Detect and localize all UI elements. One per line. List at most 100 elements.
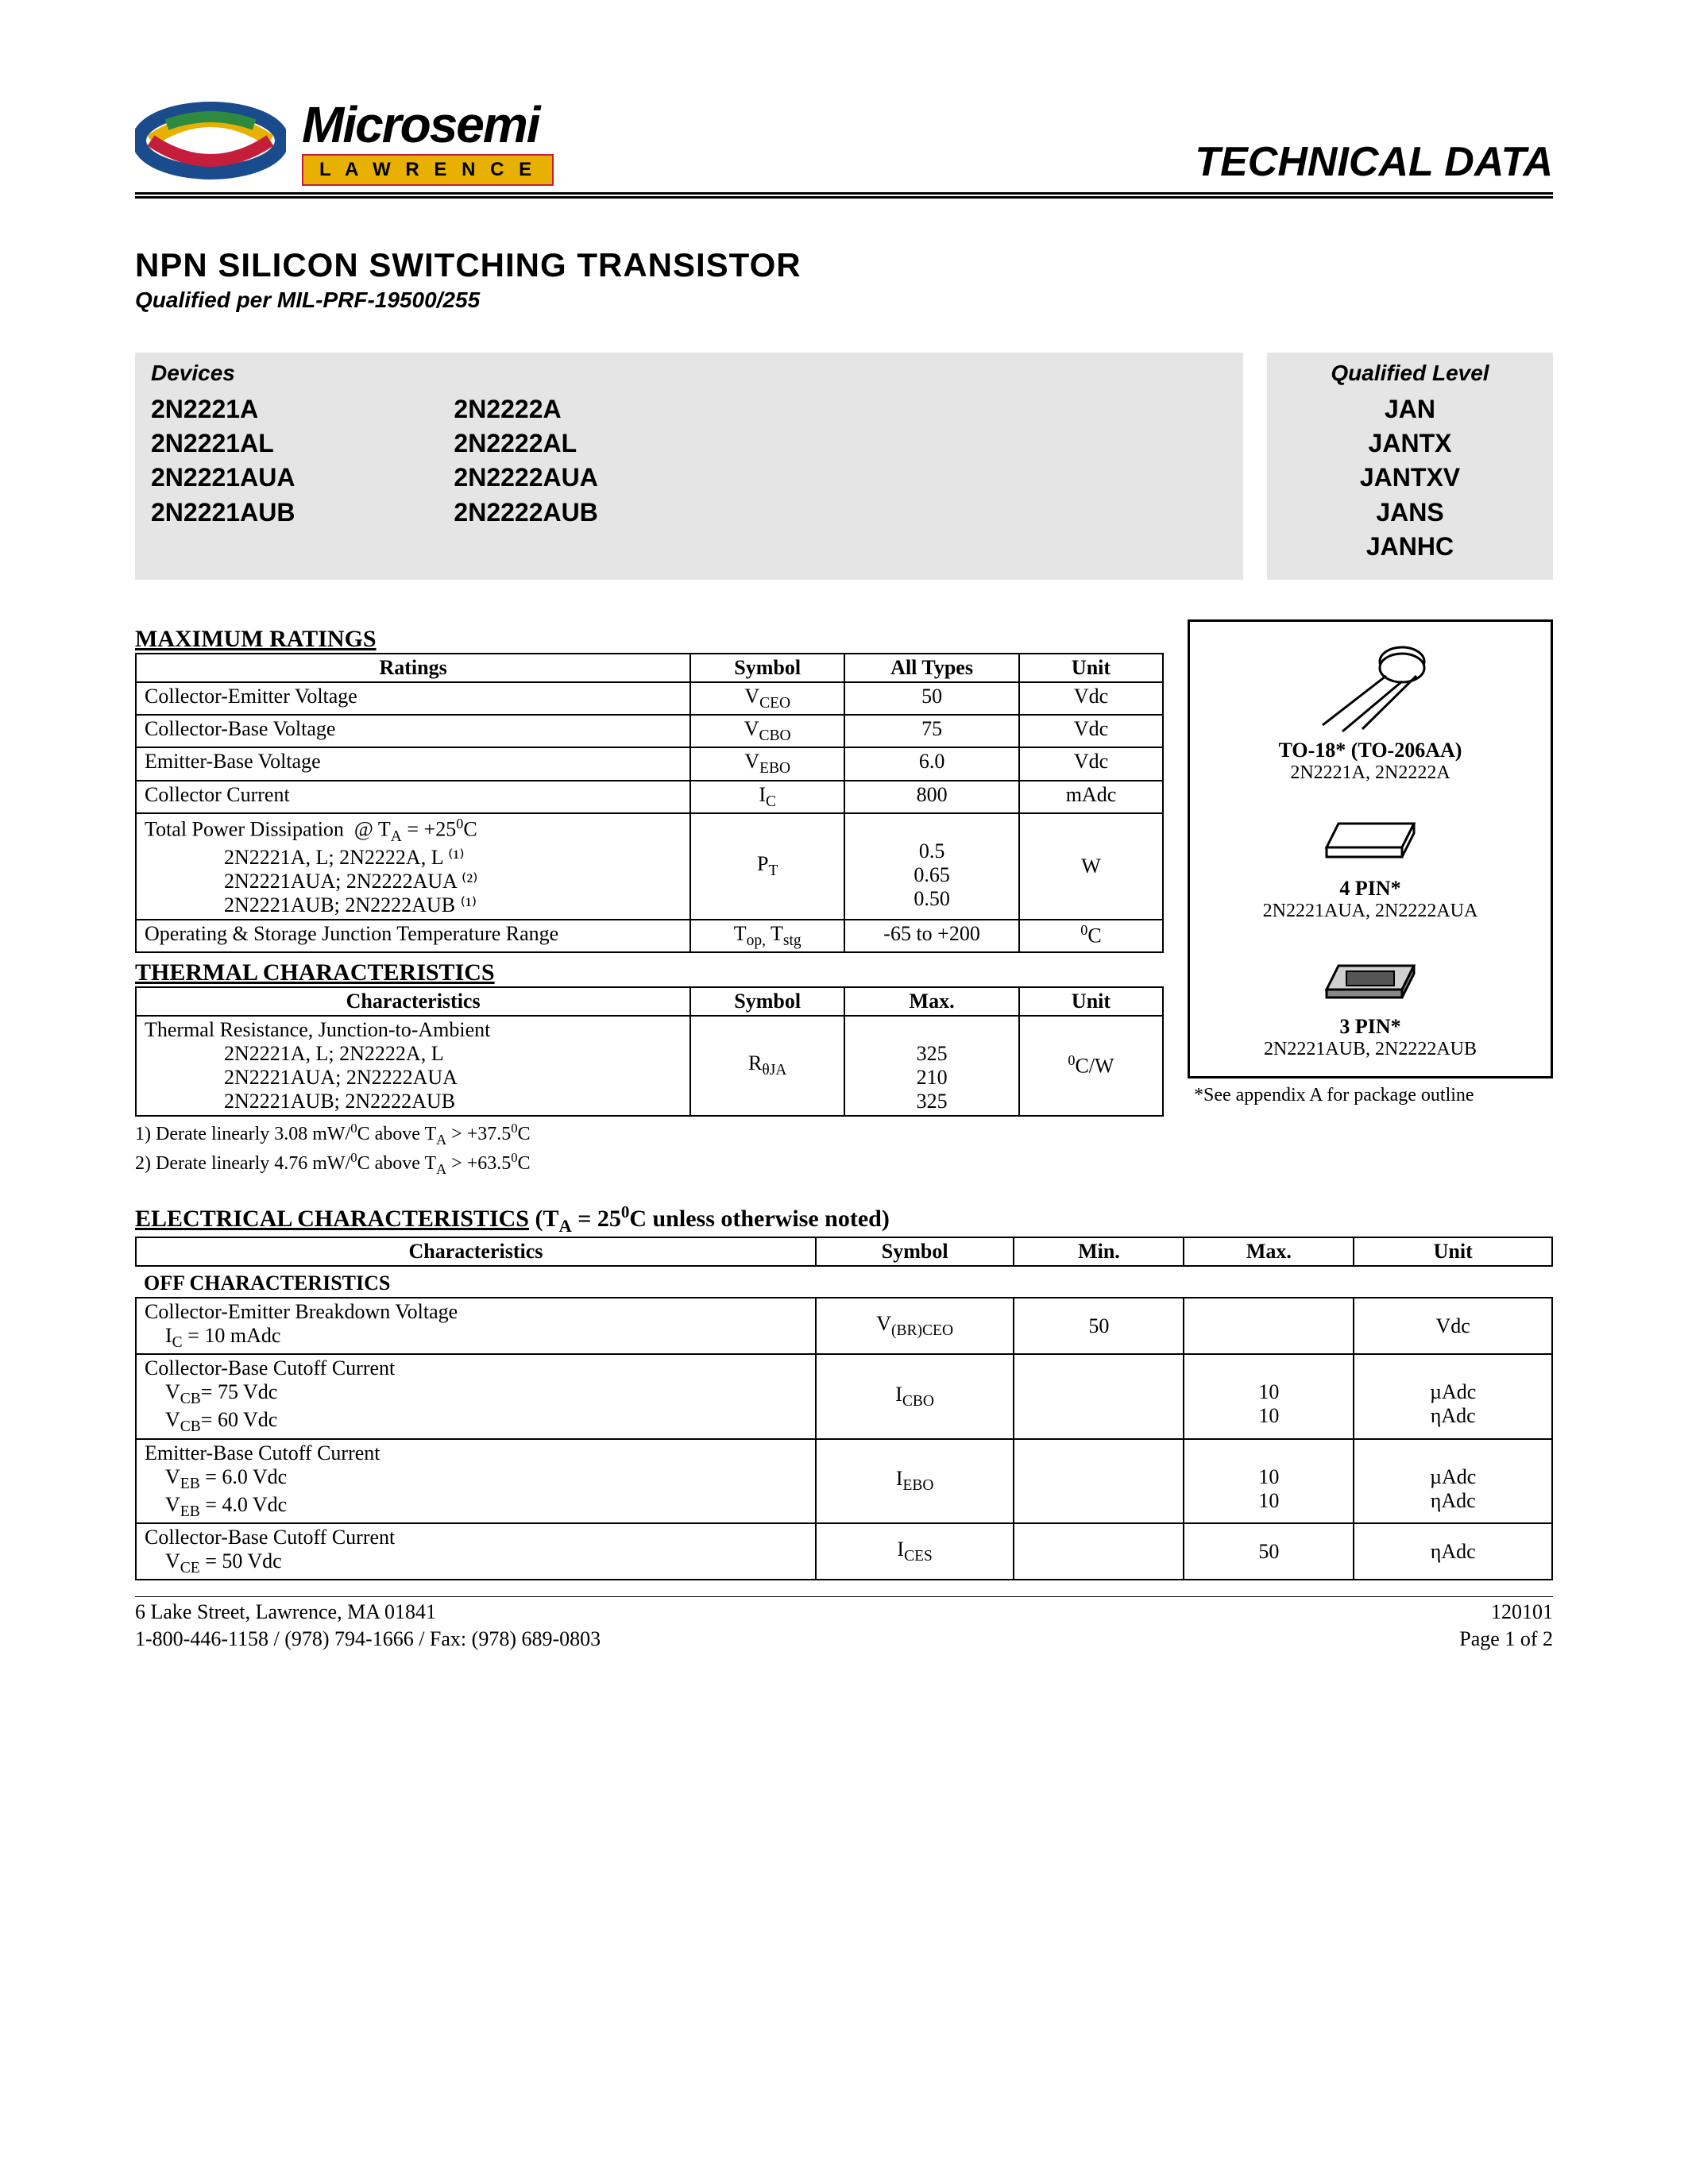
qlevel-item: JAN <box>1291 392 1529 426</box>
cell-line: 325 <box>917 1042 948 1065</box>
cell: Collector Current <box>136 781 690 813</box>
device-item: 2N2221AUA <box>151 461 295 495</box>
cell: VCEO <box>690 682 844 715</box>
footer-right: 120101 Page 1 of 2 <box>1459 1599 1553 1653</box>
qualified-level-box: Qualified Level JAN JANTX JANTXV JANS JA… <box>1267 353 1553 580</box>
cell-line: 0.5 <box>919 839 945 862</box>
table-row: Total Power Dissipation @ TA = +250C 2N2… <box>136 813 1163 920</box>
devices-col1: 2N2221A 2N2221AL 2N2221AUA 2N2221AUB <box>151 392 295 530</box>
cell-line: 325 <box>917 1090 948 1113</box>
cell-line: 210 <box>917 1066 948 1089</box>
cell: µAdcηAdc <box>1354 1354 1552 1438</box>
table-row: Collector-Base Cutoff Current VCE = 50 V… <box>136 1523 1552 1580</box>
cell-line: µAdc <box>1430 1380 1476 1403</box>
package-label: 4 PIN* <box>1198 877 1543 901</box>
cell: 50 <box>1184 1523 1354 1580</box>
header-row: Microsemi L A W R E N C E TECHNICAL DATA <box>135 95 1553 186</box>
max-ratings-heading: MAXIMUM RATINGS <box>135 626 1164 653</box>
cell: Collector-Base Voltage <box>136 715 690 747</box>
th-alltypes: All Types <box>844 654 1019 682</box>
swirl-logo-icon <box>135 97 286 184</box>
cell: -65 to +200 <box>844 920 1019 952</box>
qualified-line: Qualified per MIL-PRF-19500/255 <box>135 287 1553 313</box>
cell-line: ηAdc <box>1431 1404 1476 1427</box>
devices-heading: Devices <box>151 361 1227 386</box>
cell: mAdc <box>1019 781 1163 813</box>
cell: ICBO <box>816 1354 1014 1438</box>
device-item: 2N2222AL <box>454 426 597 461</box>
cell-line: µAdc <box>1430 1465 1476 1488</box>
footer-page: Page 1 of 2 <box>1459 1626 1553 1653</box>
devices-col2: 2N2222A 2N2222AL 2N2222AUA 2N2222AUB <box>454 392 597 530</box>
package-box: TO-18* (TO-206AA) 2N2221A, 2N2222A 4 PIN… <box>1188 619 1553 1078</box>
cell: µAdcηAdc <box>1354 1439 1552 1523</box>
cell: 325210325 <box>844 1016 1019 1116</box>
cell: VEBO <box>690 747 844 780</box>
cell: Vdc <box>1354 1298 1552 1354</box>
th-max: Max. <box>844 987 1019 1016</box>
cell: 800 <box>844 781 1019 813</box>
cell-line: Collector-Base Cutoff Current <box>145 1356 395 1379</box>
cell-line: 10 <box>1258 1380 1279 1403</box>
cell: 75 <box>844 715 1019 747</box>
package-note: *See appendix A for package outline <box>1188 1085 1553 1106</box>
cell: V(BR)CEO <box>816 1298 1014 1354</box>
table-row: Collector-Emitter Breakdown Voltage IC =… <box>136 1298 1552 1354</box>
package-label: 3 PIN* <box>1198 1015 1543 1039</box>
cell: Collector-Emitter Voltage <box>136 682 690 715</box>
cell-line: 0.50 <box>914 887 950 910</box>
derate-notes: 1) Derate linearly 3.08 mW/0C above TA >… <box>135 1120 1164 1179</box>
cell-line: 2N2221A, L; 2N2222A, L ⁽¹⁾ <box>145 846 682 870</box>
device-item: 2N2222AUA <box>454 461 597 495</box>
package-sub: 2N2221A, 2N2222A <box>1198 762 1543 784</box>
footer-address: 6 Lake Street, Lawrence, MA 01841 <box>135 1599 601 1626</box>
max-ratings-table: Ratings Symbol All Types Unit Collector-… <box>135 653 1164 953</box>
logo-block: Microsemi L A W R E N C E <box>135 95 554 186</box>
th-unit: Unit <box>1354 1237 1552 1266</box>
subbrand-name: L A W R E N C E <box>302 154 554 186</box>
cell: IC <box>690 781 844 813</box>
th-min: Min. <box>1014 1237 1184 1266</box>
cell-line: 10 <box>1258 1465 1279 1488</box>
device-item: 2N2221A <box>151 392 295 426</box>
cell-line: 2N2221A, L; 2N2222A, L <box>145 1042 682 1066</box>
electrical-table: Characteristics Symbol Min. Max. Unit OF… <box>135 1237 1553 1580</box>
cell-line: 2N2221AUB; 2N2222AUB ⁽¹⁾ <box>145 893 682 917</box>
device-item: 2N2221AL <box>151 426 295 461</box>
cell: Collector-Emitter Breakdown Voltage IC =… <box>136 1298 816 1354</box>
qlevel-item: JANS <box>1291 496 1529 530</box>
th-unit: Unit <box>1019 654 1163 682</box>
brand-name: Microsemi <box>302 95 554 154</box>
cell-line: Thermal Resistance, Junction-to-Ambient <box>145 1018 490 1041</box>
qlevel-item: JANHC <box>1291 530 1529 564</box>
qlevel-item: JANTXV <box>1291 461 1529 495</box>
cell: Collector-Base Cutoff Current VCE = 50 V… <box>136 1523 816 1580</box>
th-ratings: Ratings <box>136 654 690 682</box>
table-row: Collector-Base Cutoff Current VCB= 75 Vd… <box>136 1354 1552 1438</box>
table-row: Thermal Resistance, Junction-to-Ambient … <box>136 1016 1163 1116</box>
devices-row: Devices 2N2221A 2N2221AL 2N2221AUA 2N222… <box>135 353 1553 580</box>
cell: IEBO <box>816 1439 1014 1523</box>
cell: 0C <box>1019 920 1163 952</box>
package-column: TO-18* (TO-206AA) 2N2221A, 2N2222A 4 PIN… <box>1188 619 1553 1106</box>
cell: Operating & Storage Junction Temperature… <box>136 920 690 952</box>
table-row: Collector-Emitter VoltageVCEO50Vdc <box>136 682 1163 715</box>
3pin-package-icon <box>1311 946 1430 1009</box>
cell: Thermal Resistance, Junction-to-Ambient … <box>136 1016 690 1116</box>
footer-phone: 1-800-446-1158 / (978) 794-1666 / Fax: (… <box>135 1626 601 1653</box>
package-sub: 2N2221AUB, 2N2222AUB <box>1198 1039 1543 1060</box>
cell: 1010 <box>1184 1439 1354 1523</box>
cell-line: 2N2221AUA; 2N2222AUA ⁽²⁾ <box>145 870 682 893</box>
to18-package-icon <box>1299 638 1442 733</box>
cell: 50 <box>844 682 1019 715</box>
th-char: Characteristics <box>136 987 690 1016</box>
cell: RθJA <box>690 1016 844 1116</box>
qualified-level-heading: Qualified Level <box>1291 361 1529 386</box>
cell: ηAdc <box>1354 1523 1552 1580</box>
table-row: Emitter-Base Cutoff Current VEB = 6.0 Vd… <box>136 1439 1552 1523</box>
cell-line: Collector-Base Cutoff Current <box>145 1526 395 1549</box>
cell: VCBO <box>690 715 844 747</box>
page-footer: 6 Lake Street, Lawrence, MA 01841 1-800-… <box>135 1596 1553 1653</box>
table-row: Operating & Storage Junction Temperature… <box>136 920 1163 952</box>
cell: 0.50.650.50 <box>844 813 1019 920</box>
